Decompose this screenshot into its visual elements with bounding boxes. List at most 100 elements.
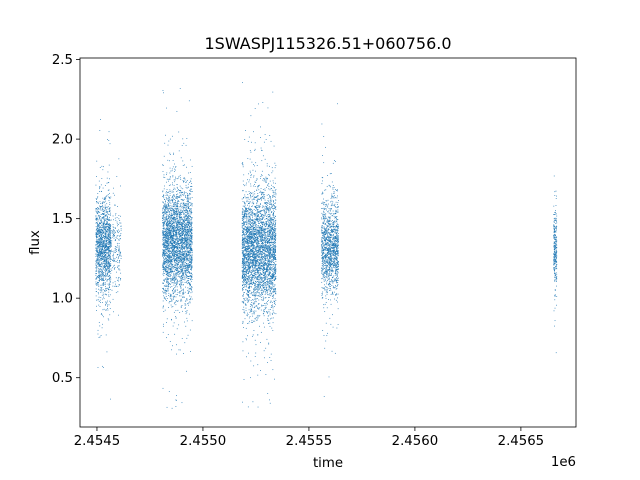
- data-point: [181, 259, 183, 260]
- data-point: [171, 248, 173, 250]
- data-point: [109, 227, 111, 229]
- data-point: [248, 261, 249, 263]
- data-point: [172, 247, 174, 249]
- data-point: [181, 216, 182, 218]
- data-point: [176, 279, 178, 281]
- data-point: [171, 286, 173, 287]
- data-point: [189, 237, 191, 239]
- data-point: [171, 135, 173, 137]
- data-point: [169, 253, 170, 254]
- data-point: [172, 237, 174, 239]
- data-point: [107, 279, 108, 280]
- data-point: [95, 184, 97, 186]
- data-point: [174, 259, 176, 261]
- data-point: [107, 268, 108, 270]
- data-point: [95, 268, 97, 270]
- data-point: [179, 291, 181, 293]
- data-point: [109, 281, 111, 283]
- data-point: [95, 198, 97, 199]
- data-point: [180, 278, 182, 280]
- data-point: [166, 267, 168, 269]
- data-point: [184, 262, 186, 264]
- data-point: [181, 145, 183, 147]
- data-point: [180, 257, 182, 259]
- data-point: [173, 206, 174, 207]
- data-point: [113, 229, 115, 231]
- data-point: [107, 238, 109, 240]
- data-point: [112, 231, 114, 232]
- data-point: [100, 232, 101, 234]
- data-point: [190, 292, 192, 294]
- data-point: [119, 260, 120, 262]
- data-point: [101, 233, 103, 235]
- data-point: [99, 241, 100, 243]
- data-point: [168, 200, 170, 202]
- data-point: [177, 200, 179, 202]
- data-point: [106, 262, 107, 264]
- data-point: [163, 268, 165, 270]
- data-point: [175, 222, 177, 224]
- data-point: [188, 172, 190, 174]
- data-point: [107, 211, 108, 212]
- data-point: [107, 217, 108, 218]
- data-point: [100, 222, 102, 224]
- data-point: [172, 209, 173, 211]
- data-point: [106, 274, 108, 276]
- data-point: [171, 198, 173, 200]
- data-point: [104, 214, 106, 216]
- data-point: [168, 200, 170, 202]
- data-point: [108, 255, 109, 257]
- data-point: [110, 235, 111, 237]
- data-point: [183, 248, 185, 250]
- data-point: [175, 207, 177, 209]
- data-point: [176, 262, 178, 264]
- data-point: [119, 279, 121, 281]
- data-point: [177, 250, 179, 252]
- data-point: [108, 131, 110, 133]
- data-point: [110, 251, 112, 253]
- data-point: [187, 254, 188, 256]
- data-point: [172, 270, 173, 272]
- data-point: [97, 240, 98, 242]
- data-point: [169, 256, 170, 258]
- data-point: [184, 240, 186, 242]
- data-point: [176, 238, 178, 240]
- data-point: [169, 241, 171, 243]
- data-point: [100, 241, 101, 243]
- data-point: [175, 399, 177, 401]
- data-points: [95, 82, 558, 409]
- data-point: [179, 216, 180, 218]
- data-point: [180, 253, 181, 255]
- data-point: [173, 194, 174, 196]
- data-point: [167, 256, 169, 257]
- data-point: [251, 246, 253, 248]
- data-point: [177, 199, 179, 201]
- data-point: [164, 267, 165, 269]
- data-point: [187, 200, 189, 201]
- data-point: [188, 221, 190, 223]
- data-point: [189, 198, 191, 200]
- data-point: [110, 272, 112, 274]
- data-point: [113, 235, 115, 237]
- data-point: [169, 207, 171, 209]
- data-point: [182, 225, 184, 227]
- data-point: [170, 280, 172, 282]
- data-point: [171, 221, 173, 223]
- data-point: [174, 254, 175, 256]
- data-point: [176, 328, 178, 330]
- data-point: [98, 265, 100, 266]
- data-point: [99, 253, 101, 255]
- data-point: [100, 218, 102, 220]
- data-point: [100, 215, 101, 217]
- data-point: [105, 244, 107, 246]
- data-point: [167, 223, 169, 225]
- data-point: [173, 224, 174, 226]
- data-point: [103, 276, 105, 278]
- data-point: [183, 266, 185, 268]
- data-point: [105, 229, 107, 231]
- data-point: [97, 241, 99, 243]
- data-point: [168, 286, 169, 288]
- data-point: [186, 253, 187, 254]
- data-point: [165, 240, 167, 242]
